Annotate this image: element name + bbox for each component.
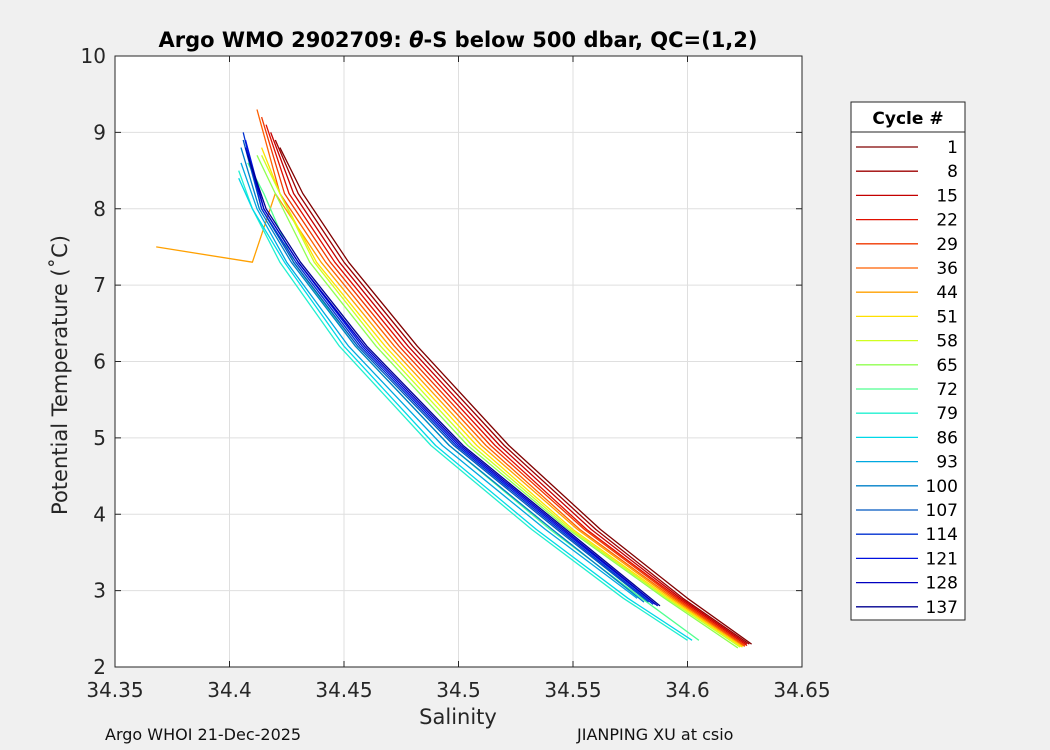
legend-entry-51: 51 xyxy=(936,307,958,327)
legend-entry-100: 100 xyxy=(926,477,958,497)
series-line-86 xyxy=(238,177,693,641)
legend-entry-22: 22 xyxy=(936,211,958,231)
series-line-22 xyxy=(265,124,748,647)
series-line-79 xyxy=(238,170,688,641)
y-tick-label: 6 xyxy=(93,350,106,374)
series-line-128 xyxy=(244,147,659,607)
axis-ticks: 34.35 34.4 34.45 34.5 34.55 34.6 34.65 2 3 4 5 6 7 8 9… xyxy=(81,44,831,702)
chart-title: Argo WMO 2902709: θ-S below 500 dbar, QC… xyxy=(158,28,757,52)
y-tick-label: 3 xyxy=(93,579,106,603)
legend-entry-128: 128 xyxy=(926,574,958,594)
y-tick-label: 9 xyxy=(93,120,106,144)
series-line-29 xyxy=(260,116,746,647)
legend-entry-114: 114 xyxy=(926,525,958,545)
legend-entry-58: 58 xyxy=(936,332,958,352)
legend-entry-36: 36 xyxy=(936,259,958,279)
series-line-58 xyxy=(261,155,741,648)
y-tick-label: 7 xyxy=(93,273,106,297)
x-tick-label: 34.35 xyxy=(86,678,143,702)
series-line-137 xyxy=(247,155,661,607)
series-line-15 xyxy=(270,132,748,645)
legend-entry-121: 121 xyxy=(926,549,958,569)
footer-left: Argo WHOI 21-Dec-2025 xyxy=(105,725,302,744)
x-tick-label: 34.65 xyxy=(773,678,830,702)
footer-right: JIANPING XU at csio xyxy=(577,725,734,744)
x-axis-label: Salinity xyxy=(419,705,497,729)
series-line-100 xyxy=(240,147,645,603)
data-lines xyxy=(156,109,752,649)
series-line-8 xyxy=(274,139,750,645)
legend-title: Cycle # xyxy=(872,109,943,129)
x-tick-label: 34.4 xyxy=(207,678,252,702)
legend-entry-107: 107 xyxy=(926,501,958,521)
y-tick-label: 8 xyxy=(93,197,106,221)
y-tick-label: 2 xyxy=(93,655,106,679)
legend-entry-29: 29 xyxy=(936,235,958,255)
legend-entry-1: 1 xyxy=(947,138,958,158)
y-axis-label: Potential Temperature (˚C) xyxy=(48,235,72,515)
legend-entry-8: 8 xyxy=(947,162,958,182)
series-line-114 xyxy=(242,132,654,605)
legend-entry-44: 44 xyxy=(936,283,958,303)
legend-entry-65: 65 xyxy=(936,356,958,376)
y-tick-label: 5 xyxy=(93,426,106,450)
x-tick-label: 34.55 xyxy=(544,678,601,702)
series-line-93 xyxy=(240,162,638,599)
x-tick-label: 34.45 xyxy=(315,678,372,702)
series-line-44 xyxy=(156,192,743,647)
series-line-36 xyxy=(256,109,746,647)
legend-entry-93: 93 xyxy=(936,453,958,473)
legend-entry-15: 15 xyxy=(936,186,958,206)
legend-entry-86: 86 xyxy=(936,428,958,448)
legend-entry-72: 72 xyxy=(936,380,958,400)
y-tick-label: 4 xyxy=(93,502,106,526)
legend-entry-79: 79 xyxy=(936,404,958,424)
legend-entry-137: 137 xyxy=(926,598,958,618)
legend: Cycle # 1 8 15 22 29 36 44 51 58 65 72 79 86 93 100 107… xyxy=(850,101,966,621)
series-line-65 xyxy=(256,155,739,649)
x-tick-label: 34.6 xyxy=(665,678,710,702)
series-line-1 xyxy=(279,147,752,645)
grid-lines xyxy=(115,56,802,667)
x-tick-label: 34.5 xyxy=(436,678,481,702)
y-tick-label: 10 xyxy=(81,44,106,68)
